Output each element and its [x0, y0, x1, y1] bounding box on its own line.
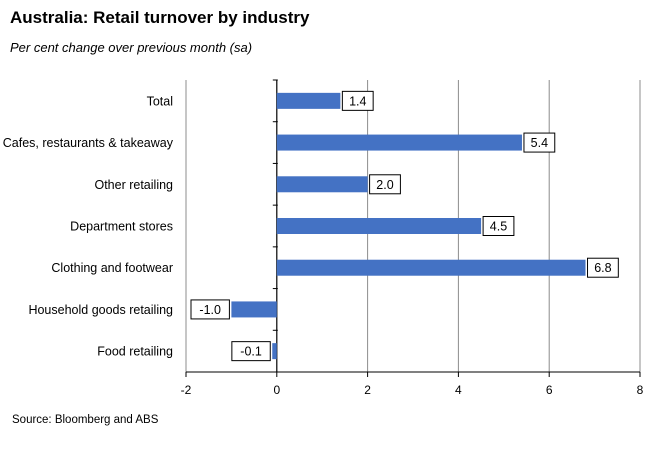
data-label-box-3	[482, 216, 515, 236]
category-label-5: Household goods retailing	[28, 303, 173, 317]
x-tick-label-4: 6	[546, 383, 553, 397]
category-label-0: Total	[147, 94, 173, 108]
x-tick-label-5: 8	[637, 383, 644, 397]
bar-3	[276, 218, 482, 234]
data-label-6: -0.1	[240, 345, 262, 359]
x-tick-label-3: 4	[455, 383, 462, 397]
data-label-box-1	[523, 132, 556, 153]
data-label-2: 2.0	[376, 178, 393, 192]
bar-6	[272, 343, 277, 360]
x-tick-label-0: -2	[181, 383, 192, 397]
bar-2	[276, 176, 368, 193]
category-label-3: Department stores	[70, 220, 173, 234]
data-label-3: 4.5	[490, 220, 507, 234]
data-label-box-0	[341, 90, 374, 111]
data-label-box-5	[190, 299, 230, 320]
source-note: Source: Bloomberg and ABS	[12, 414, 159, 426]
category-label-1: Cafes, restaurants & takeaway	[3, 136, 174, 150]
data-label-box-2	[369, 174, 401, 195]
bar-5	[231, 301, 277, 318]
data-label-box-6	[231, 341, 271, 362]
category-label-4: Clothing and footwear	[51, 261, 173, 275]
bar-1	[276, 134, 522, 151]
category-label-2: Other retailing	[94, 178, 173, 192]
x-tick-label-1: 0	[273, 383, 280, 397]
data-label-5: -1.0	[199, 303, 221, 317]
data-label-0: 1.4	[349, 94, 366, 108]
x-tick-label-2: 2	[364, 383, 371, 397]
category-label-6: Food retailing	[97, 345, 173, 359]
chart-subtitle: Per cent change over previous month (sa)	[10, 40, 253, 55]
bar-4	[276, 259, 586, 276]
chart-title: Australia: Retail turnover by industry	[10, 8, 310, 27]
data-label-1: 5.4	[531, 136, 548, 150]
bar-0	[276, 92, 341, 109]
data-label-4: 6.8	[594, 261, 611, 275]
data-label-box-4	[587, 257, 619, 278]
